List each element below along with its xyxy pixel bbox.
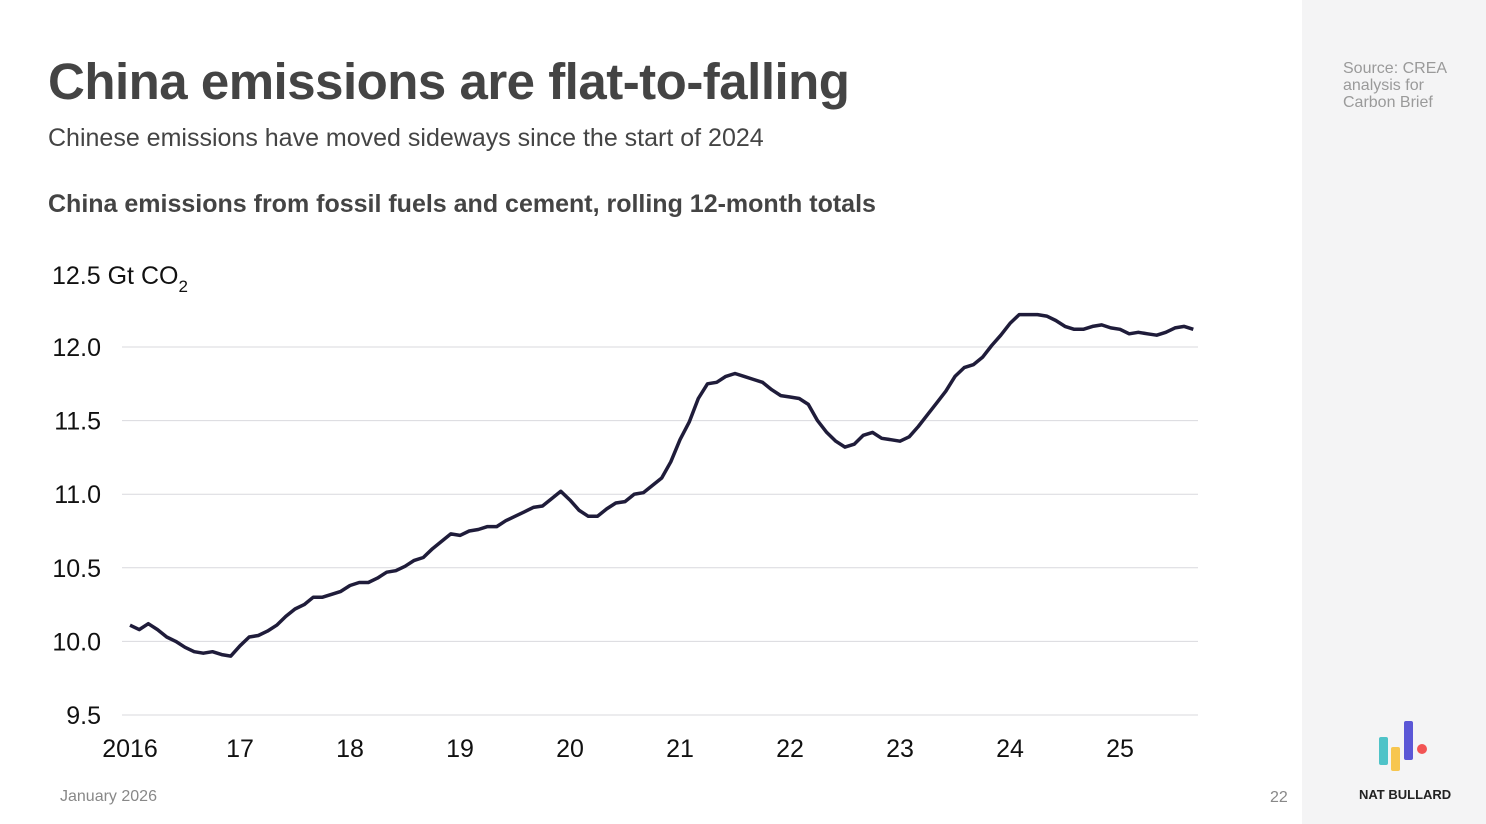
x-tick-label: 25 (1106, 735, 1134, 763)
logo-bar-purple (1404, 721, 1413, 760)
y-tick-label: 9.5 (66, 702, 101, 730)
series-line-china-emissions (129, 312, 1194, 658)
x-tick-label: 18 (336, 735, 364, 763)
brand-logo (1379, 721, 1427, 771)
y-tick-label: 11.5 (54, 408, 101, 436)
y-tick-label: 10.5 (52, 555, 101, 583)
x-tick-label: 22 (776, 735, 804, 763)
y-axis-unit-label: 12.5 Gt CO2 (52, 262, 188, 296)
x-tick-label: 19 (446, 735, 474, 763)
page-title: China emissions are flat-to-falling (48, 53, 850, 110)
brand-name: NAT BULLARD (1359, 787, 1452, 802)
sidebar-panel (1302, 0, 1486, 824)
x-tick-label: 21 (666, 735, 694, 763)
x-tick-label: 24 (996, 735, 1024, 763)
page-number: 22 (1270, 789, 1288, 806)
chart-title: China emissions from fossil fuels and ce… (48, 190, 876, 218)
logo-dot-red (1417, 744, 1427, 754)
x-tick-label: 17 (226, 735, 254, 763)
x-tick-label: 20 (556, 735, 584, 763)
footer-date: January 2026 (60, 788, 157, 805)
y-tick-label: 12.0 (52, 334, 101, 362)
source-note: Source: CREA analysis for Carbon Brief (1343, 60, 1447, 111)
x-tick-label: 23 (886, 735, 914, 763)
logo-bar-teal (1379, 737, 1388, 765)
emissions-chart: 12.0 11.5 11.0 10.5 10.0 9.5 2016 17 18 19 20 21 22… (52, 262, 1198, 763)
logo-bar-yellow (1391, 747, 1400, 771)
y-tick-label: 11.0 (54, 481, 101, 509)
x-tick-label: 2016 (102, 735, 158, 763)
y-tick-label: 10.0 (52, 628, 101, 656)
page-subtitle: Chinese emissions have moved sideways si… (48, 124, 764, 152)
